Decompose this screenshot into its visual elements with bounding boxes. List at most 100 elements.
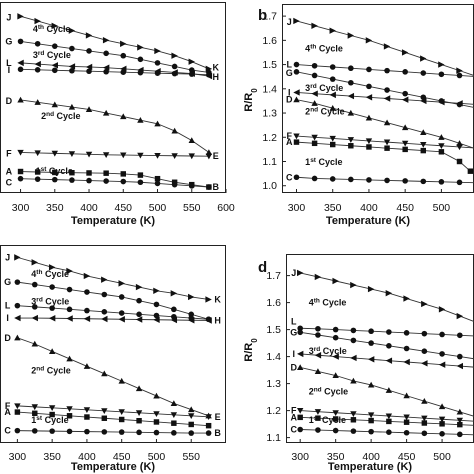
point-label: G (290, 327, 297, 337)
series-1-point (366, 66, 372, 73)
series-0-point (293, 17, 300, 25)
series-6-point (69, 169, 75, 176)
series-2-point (68, 63, 76, 70)
y-tick-label: 1.5 (262, 59, 277, 71)
series-2-point (439, 351, 445, 357)
series-6-point (420, 147, 427, 154)
series-7-point (66, 428, 73, 435)
panel-3: 300 350 400 450 500 1.1 1.2 1.3 1.4 1.5 1.6 1.7 Temp… (243, 254, 474, 473)
series-0-point (311, 22, 318, 30)
point-label: L (291, 317, 297, 327)
series-7-point (86, 177, 92, 184)
series-1-point (297, 325, 303, 332)
series-1-point (332, 326, 339, 333)
x-tick-label: 400 (360, 202, 378, 214)
point-label: F (6, 149, 12, 159)
point-label: B (212, 182, 219, 192)
point-label: C (291, 425, 298, 435)
series-6-point (171, 420, 177, 426)
series-1-point (31, 281, 38, 288)
series-0-point (385, 289, 393, 297)
point-label: A (6, 167, 13, 177)
series-5-point (401, 140, 409, 147)
point-label: B (214, 428, 221, 438)
series-5-point (101, 408, 108, 415)
x-tick-label: 300 (9, 451, 27, 463)
series-1-point (84, 289, 90, 295)
series-5-point (34, 150, 41, 157)
plot-frame (282, 4, 474, 193)
series-5-point (383, 139, 391, 146)
series-6-point (403, 419, 410, 425)
series-4-point (329, 104, 336, 111)
series-2-point (14, 302, 21, 309)
series-line-2 (17, 305, 209, 320)
series-7-point (438, 179, 445, 185)
series-2-point (297, 329, 303, 336)
series-4-point (383, 119, 391, 126)
series-1-point (329, 64, 336, 70)
series-2-point (293, 69, 300, 75)
series-3-point (14, 314, 21, 322)
series-4-point (154, 120, 161, 127)
cycle-annotation: 1st Cycle (309, 414, 346, 425)
series-4-point (438, 134, 445, 140)
series-4-point (153, 392, 160, 399)
series-0-point (68, 27, 76, 34)
point-label: I (8, 65, 11, 75)
y-tick-label: 1.3 (266, 378, 281, 390)
series-2-point (348, 79, 354, 86)
series-1-point (120, 52, 127, 59)
series-1-point (103, 50, 109, 57)
series-1-point (293, 61, 300, 68)
series-4-point (332, 372, 339, 379)
y-axis-title: R/R0 (243, 88, 259, 112)
x-tick-label: 350 (43, 451, 61, 463)
series-6-point (457, 421, 463, 428)
series-4-point (135, 385, 143, 392)
series-0-point (347, 32, 355, 39)
series-5-point (170, 412, 178, 418)
series-group (296, 269, 474, 438)
series-7-point (101, 429, 108, 435)
series-7-point (311, 175, 318, 182)
series-7-point (205, 430, 212, 436)
series-3-point (367, 356, 375, 363)
series-4-point (68, 103, 76, 110)
point-label: E (215, 412, 221, 422)
series-7-point (17, 175, 24, 182)
series-7-point (14, 427, 21, 434)
series-7-point (206, 184, 212, 190)
cycle-annotation: 4th Cycle (31, 269, 69, 280)
series-3-point (383, 95, 391, 102)
series-0-point (17, 13, 24, 20)
series-6-point (52, 169, 58, 176)
series-1-point (350, 327, 357, 334)
x-tick-label: 450 (398, 451, 416, 463)
series-2-point (366, 83, 372, 90)
series-line-7 (17, 430, 209, 434)
series-7-point (188, 183, 195, 189)
x-tick-label: 400 (78, 451, 96, 463)
series-1-point (457, 332, 463, 339)
series-7-point (31, 428, 38, 434)
series-5-point (102, 152, 110, 158)
point-label: G (286, 68, 293, 78)
x-tick-label: 500 (149, 202, 167, 214)
series-4-point (188, 406, 195, 413)
series-3-point (456, 100, 463, 107)
series-3-point (385, 357, 393, 364)
series-0-point (137, 44, 144, 51)
series-2-point (384, 87, 390, 93)
x-tick-label: 400 (362, 451, 380, 463)
series-3-point (153, 316, 160, 323)
point-label: D (6, 96, 13, 106)
series-1-point (101, 291, 108, 298)
series-7-point (457, 431, 463, 438)
series-4-point (31, 340, 38, 347)
series-3-point (48, 315, 56, 322)
series-1-point (69, 45, 75, 52)
series-3-point (31, 314, 38, 322)
series-7-point (171, 181, 178, 188)
series-line-7 (20, 178, 209, 188)
